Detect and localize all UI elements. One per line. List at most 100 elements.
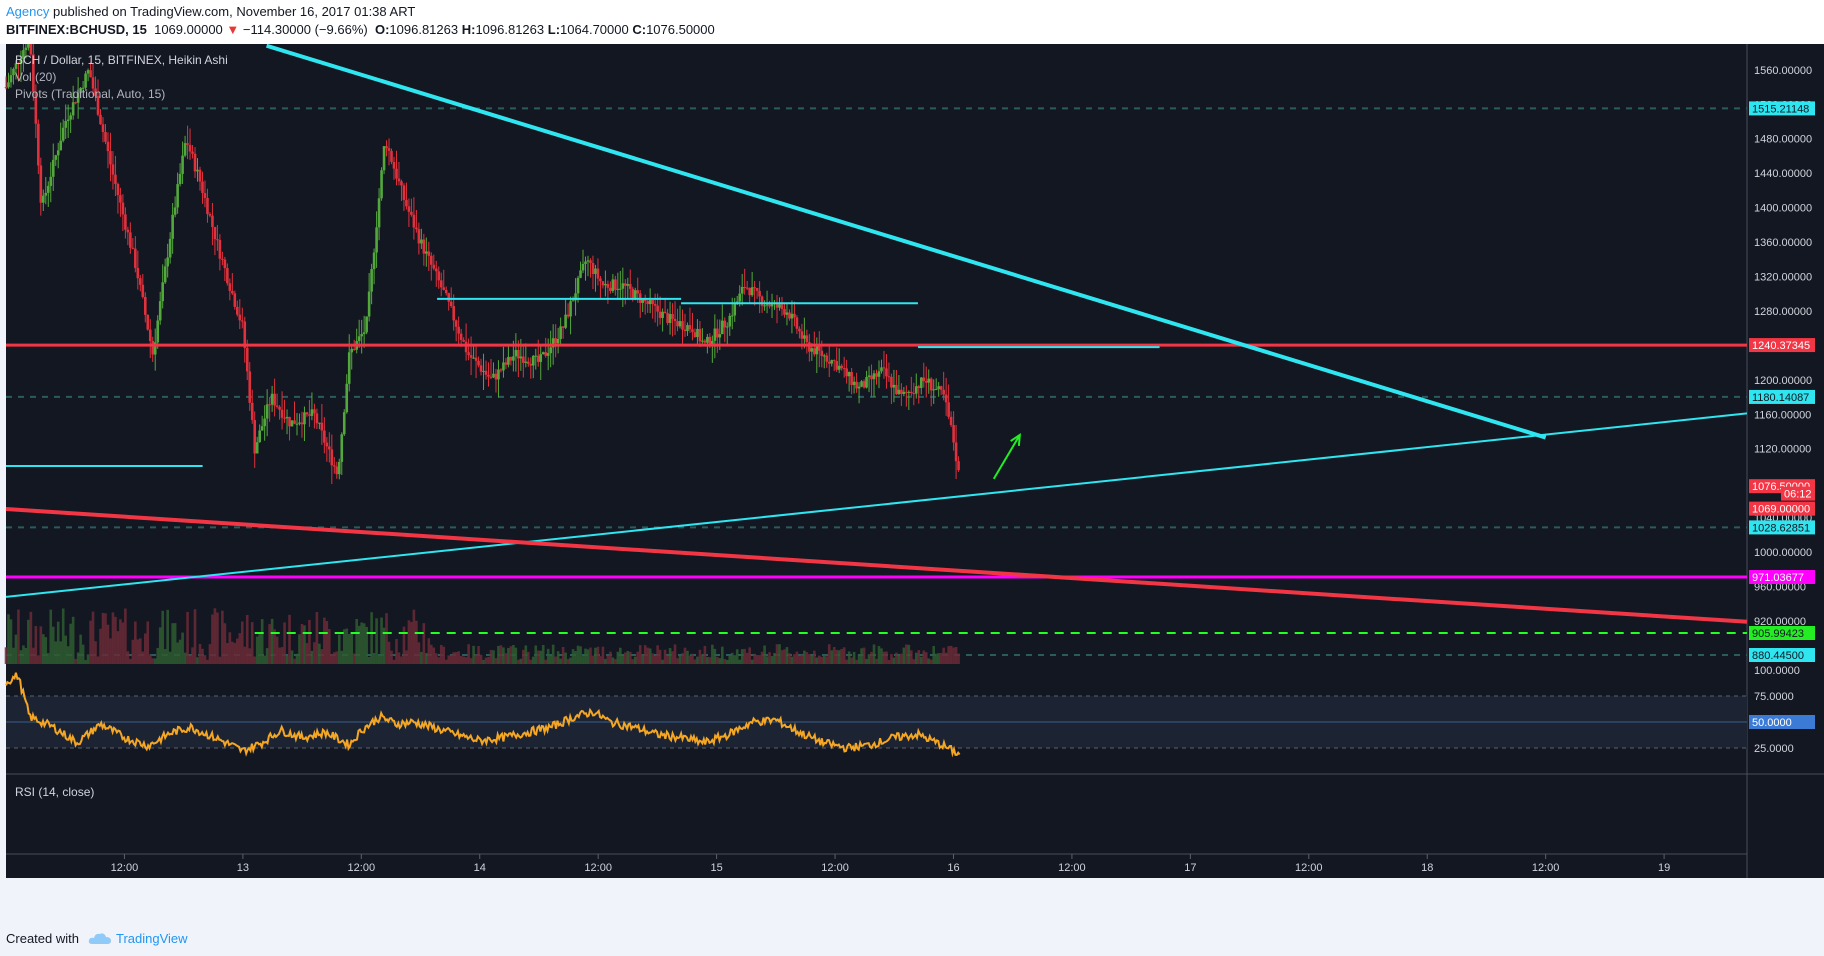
volume-bar [825,656,829,664]
candle-body [270,393,274,405]
candle-body [770,303,774,307]
volume-bar [84,659,87,664]
volume-bar [586,649,590,664]
volume-bar [318,643,321,664]
volume-bar [822,654,826,664]
candle-body [427,251,431,256]
candle-body [594,268,597,274]
candle-body [628,284,632,289]
volume-bar [430,644,433,664]
volume-bar [263,655,266,664]
candle-body [407,206,411,212]
candle-body [514,349,518,357]
volume-bar [569,657,572,664]
price-label-bg [1749,715,1815,729]
volume-bar [686,650,689,664]
volume-bar [917,650,921,664]
volume-bar [673,644,677,664]
volume-bar [571,649,575,664]
rsi-line [5,672,961,758]
volume-bar [124,608,127,664]
volume-bar [328,629,331,664]
volume-bar [591,655,595,664]
volume-bar [223,623,227,664]
volume-bar [790,656,794,664]
volume-bar [201,648,204,664]
candle-body [907,391,911,393]
candle-body [345,383,349,413]
volume-bar [544,659,548,664]
volume-bar [609,651,612,664]
volume-bar [877,646,881,664]
volume-bar [531,656,535,664]
candle-body [576,277,580,294]
volume-bar [929,659,933,664]
candle-body [830,360,834,364]
candle-body [691,329,694,333]
candle-body [198,169,202,182]
candle-body [201,181,204,194]
candle-body [599,278,602,282]
candle-body [143,296,147,315]
candle-body [845,368,848,377]
price-labels: 1515.211481240.373451180.140871076.50000… [1749,101,1815,729]
candle-body [827,361,831,364]
candle-body [114,174,117,184]
volume-bar [842,647,846,664]
volume-bar [902,647,906,664]
volume-bar [907,644,911,664]
high-label: H: [461,22,476,37]
candle-body [320,422,324,431]
candle-body [604,283,607,286]
candle-body [546,353,550,356]
candle-body [775,302,779,308]
candle-body [875,373,878,377]
candle-body [425,251,428,254]
candle-body [330,449,334,466]
projection-arrow [992,434,1021,480]
volume-bar [432,647,436,664]
volume-bar [345,628,349,664]
volume-bar [740,649,744,664]
author-link[interactable]: Agency [6,4,50,19]
volume-bar [770,656,774,664]
candle-body [61,127,65,141]
arrow-head [1010,432,1021,446]
volume-bar [454,652,458,664]
volume-bar [773,652,776,664]
drawings[interactable] [5,44,1748,635]
candle-body [571,300,575,302]
volume-bar [725,659,729,664]
time-tick-label: 17 [1184,862,1196,874]
candle-body [765,304,769,306]
candle-body [347,352,351,384]
volume-bar [211,614,214,664]
volume-bar [400,656,403,664]
volume-bar [895,652,898,664]
candle-body [153,342,157,355]
candle-body [711,340,714,346]
candle-body [141,284,145,297]
candle-body [193,153,197,172]
candle-body [646,301,649,305]
candle-body [437,271,441,281]
candle-body [119,195,122,203]
candle-body [420,239,423,244]
candle-body [790,313,794,319]
candle-body [497,369,500,380]
volume-bar [579,646,582,664]
price-label-bg [1749,389,1815,404]
tradingview-brand[interactable]: TradingView [116,931,188,946]
volume-bar [830,650,834,664]
candle-body [382,146,386,171]
volume-bar [832,647,836,664]
candle-body [837,365,841,370]
volume-bar [457,651,460,664]
volume-bar [507,647,510,664]
candle-body [589,260,592,263]
volume-bar [541,645,545,664]
candle-body [937,386,940,390]
chart-canvas[interactable]: 1560.000001520.000001480.000001440.00000… [0,44,1824,920]
volume-bar [944,652,948,664]
volume-bar [148,654,152,664]
